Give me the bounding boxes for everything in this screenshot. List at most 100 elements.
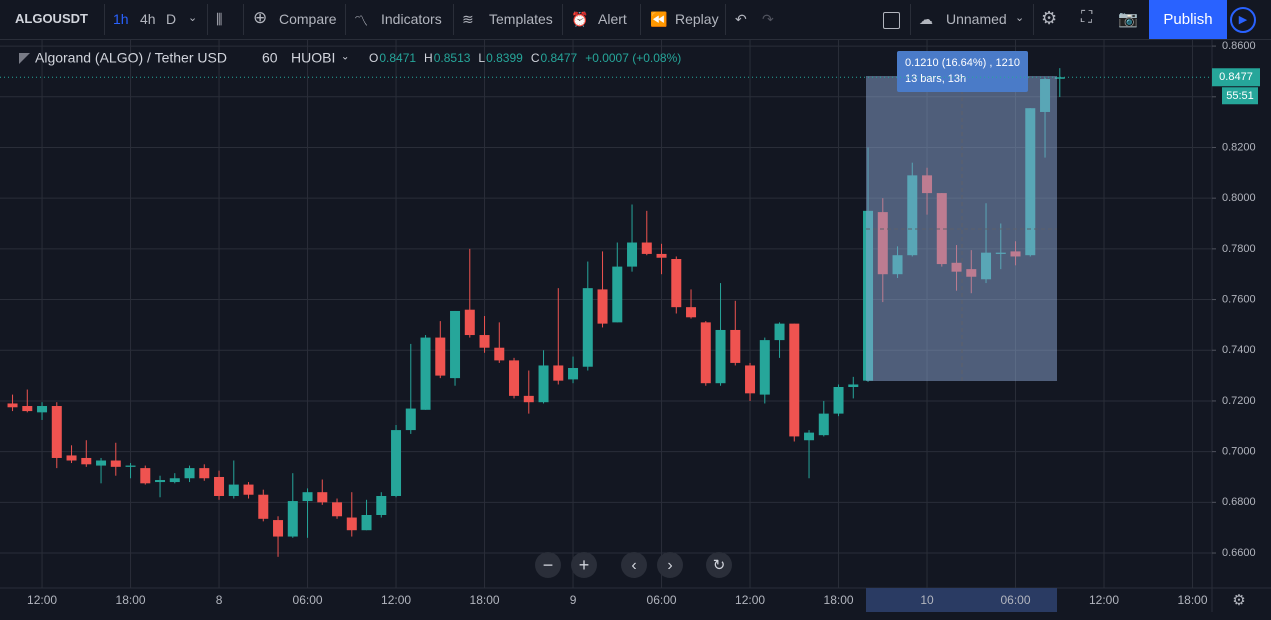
replay[interactable]: Replay	[675, 11, 719, 27]
fullscreen-toggle[interactable]	[883, 12, 900, 29]
fullscreen[interactable]: ⛶	[1081, 9, 1093, 26]
candle-body	[317, 492, 328, 503]
candle-body	[597, 289, 608, 324]
interval[interactable]: 4h	[140, 11, 156, 27]
candle-body	[258, 494, 269, 519]
snapshot[interactable]: 📷	[1118, 11, 1138, 28]
zoom-in[interactable]	[571, 552, 597, 578]
countdown: 55:51	[1226, 90, 1254, 102]
y-tick-label: 0.6800	[1222, 496, 1256, 508]
alert[interactable]: Alert	[598, 11, 627, 27]
measure-text: 13 bars, 13h	[905, 73, 966, 85]
interval-menu[interactable]: ⌄	[188, 12, 198, 24]
icon: ↻	[713, 557, 726, 574]
candle-body	[671, 258, 682, 308]
measure-tooltip	[897, 51, 1028, 92]
candle-body	[759, 340, 770, 395]
separator	[1033, 4, 1034, 35]
publish-button[interactable]: Publish	[1149, 0, 1227, 39]
candle-body	[214, 476, 225, 496]
x-tick-label: 12:00	[381, 593, 411, 607]
alert-icon: ⏰	[571, 11, 589, 27]
stream-button[interactable]: ▶	[1230, 7, 1256, 33]
candle-body	[7, 403, 18, 408]
candle-body	[346, 517, 357, 531]
last-price-label: 0.8477	[1219, 71, 1253, 83]
undo[interactable]: ↶	[735, 11, 747, 27]
templates-icon: ≋	[462, 11, 474, 27]
candle-body	[656, 253, 667, 258]
ohlc-label: L	[478, 51, 485, 65]
candle-body	[745, 365, 756, 394]
x-tick-label: 06:00	[647, 593, 677, 607]
legend-change: +0.0007 (+0.08%)	[585, 51, 681, 65]
candle-body	[228, 484, 239, 496]
candle-body	[553, 365, 564, 381]
layout-menu[interactable]: ⌄	[1015, 12, 1025, 24]
candle-body	[155, 480, 166, 483]
icon: ‹	[631, 557, 636, 574]
zoom-out[interactable]	[535, 552, 561, 578]
candle-body	[494, 347, 505, 361]
x-tick-label: 18:00	[824, 593, 854, 607]
icon: +	[579, 555, 590, 575]
candle-body	[391, 430, 402, 496]
compare-icon: ⊕	[253, 8, 268, 27]
candle-body	[582, 288, 593, 367]
compare[interactable]: Compare	[279, 11, 337, 27]
chart-type[interactable]: ⫼	[216, 11, 223, 27]
separator	[104, 4, 105, 35]
candle-body	[140, 468, 151, 484]
scroll-right[interactable]	[657, 552, 683, 578]
time-range-highlight	[866, 588, 1057, 612]
candle-body	[715, 329, 726, 384]
x-tick-label: 18:00	[470, 593, 500, 607]
candle-body	[405, 408, 416, 431]
candle-body	[641, 242, 652, 254]
symbol-icon	[19, 53, 30, 64]
candle-body	[700, 322, 711, 384]
candle-body	[81, 457, 92, 465]
candle-body	[302, 492, 313, 502]
legend-interval: 60	[262, 50, 278, 66]
candle-body	[287, 501, 298, 537]
icon: −	[543, 555, 554, 575]
countdown-box	[1222, 87, 1258, 105]
y-tick-label: 0.7200	[1222, 395, 1256, 407]
candle-body	[169, 478, 180, 483]
layout-name[interactable]: Unnamed	[946, 11, 1007, 27]
symbol[interactable]: ALGOUSDT	[15, 11, 88, 26]
redo[interactable]: ↷	[762, 11, 774, 27]
candle-body	[125, 465, 136, 467]
x-tick-label: 10	[920, 593, 934, 607]
separator	[910, 4, 911, 35]
candle-body	[818, 413, 829, 436]
y-tick-label: 0.7400	[1222, 344, 1256, 356]
reset[interactable]	[706, 552, 732, 578]
settings[interactable]: ⚙	[1041, 8, 1058, 28]
axis-settings[interactable]: ⚙	[1232, 592, 1245, 609]
candle-body	[332, 502, 343, 517]
x-tick-label: 06:00	[1001, 593, 1031, 607]
candle-body	[627, 242, 638, 267]
x-tick-label: 12:00	[1089, 593, 1119, 607]
y-tick-label: 0.7600	[1222, 293, 1256, 305]
candle-body	[110, 460, 121, 467]
scroll-left[interactable]	[621, 552, 647, 578]
legend-exchange: HUOBI	[291, 50, 335, 66]
interval[interactable]: 1h	[113, 11, 129, 27]
candle-body	[464, 309, 475, 336]
candle-body	[420, 337, 431, 410]
candle-body	[243, 484, 254, 495]
indicators[interactable]: Indicators	[381, 11, 442, 27]
legend-menu: ⌄	[341, 52, 349, 63]
candle-body	[686, 307, 697, 318]
interval[interactable]: D	[166, 11, 177, 27]
templates[interactable]: Templates	[489, 11, 553, 27]
candle-body	[51, 406, 62, 458]
separator	[725, 4, 726, 35]
y-tick-label: 0.8000	[1222, 192, 1256, 204]
legend-symbol: Algorand (ALGO) / Tether USD	[35, 50, 227, 66]
x-tick-label: 12:00	[735, 593, 765, 607]
y-tick-label: 0.8200	[1222, 141, 1256, 153]
